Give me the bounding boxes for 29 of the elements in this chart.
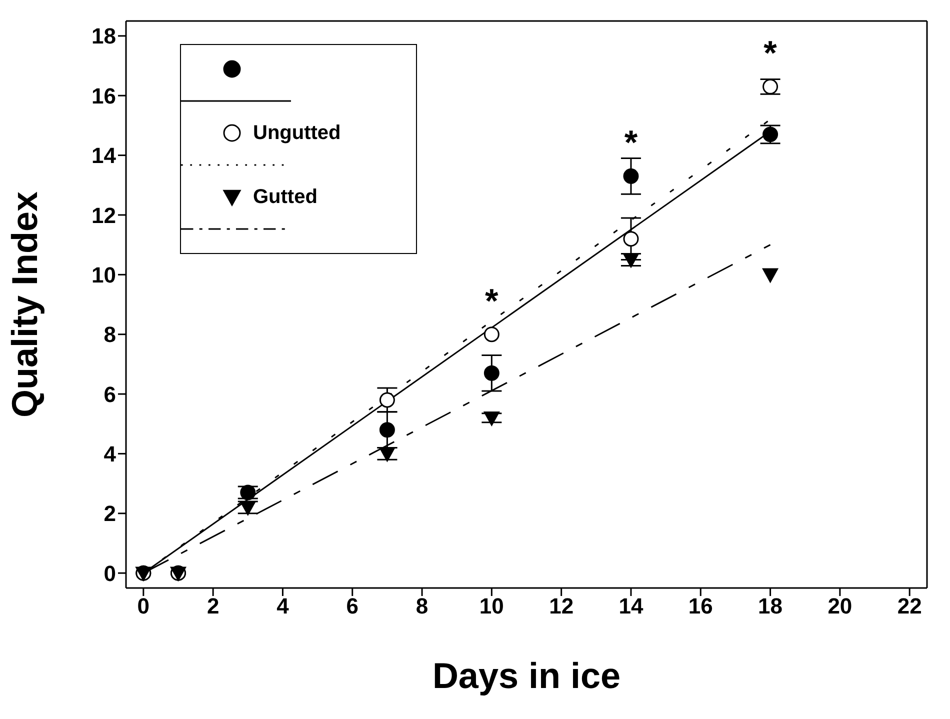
x-tick-label: 4 (276, 594, 290, 619)
annotation: * (485, 282, 500, 320)
x-tick-label: 22 (897, 594, 922, 619)
x-tick-label: 18 (758, 594, 783, 619)
y-tick-label: 18 (92, 24, 116, 49)
y-tick-label: 4 (104, 442, 117, 467)
y-tick-label: 14 (92, 143, 117, 168)
y-tick-label: 12 (92, 202, 116, 228)
x-tick-label: 8 (416, 594, 428, 619)
y-tick-label: 8 (104, 322, 116, 348)
y-tick-label: 16 (92, 83, 116, 108)
x-tick-label: 0 (137, 594, 150, 619)
y-tick-label: 10 (92, 262, 116, 288)
y-axis-title: Quality Index (4, 191, 45, 418)
x-tick-label: 6 (346, 594, 358, 619)
legend-label: Ungutted (253, 122, 341, 144)
annotation: * (764, 34, 778, 73)
annotation: * (624, 124, 638, 162)
x-tick-label: 2 (206, 594, 220, 619)
x-tick-label: 10 (479, 594, 504, 619)
y-tick-label: 6 (104, 382, 116, 407)
legend-label: Gutted (253, 186, 318, 208)
x-tick-label: 20 (828, 594, 852, 619)
y-tick-label: 2 (104, 501, 116, 526)
y-tick-label: 0 (104, 560, 116, 586)
x-axis-title: Days in ice (432, 655, 621, 696)
x-tick-label: 14 (618, 594, 644, 619)
x-tick-label: 12 (549, 594, 574, 619)
x-tick-label: 16 (688, 594, 713, 619)
